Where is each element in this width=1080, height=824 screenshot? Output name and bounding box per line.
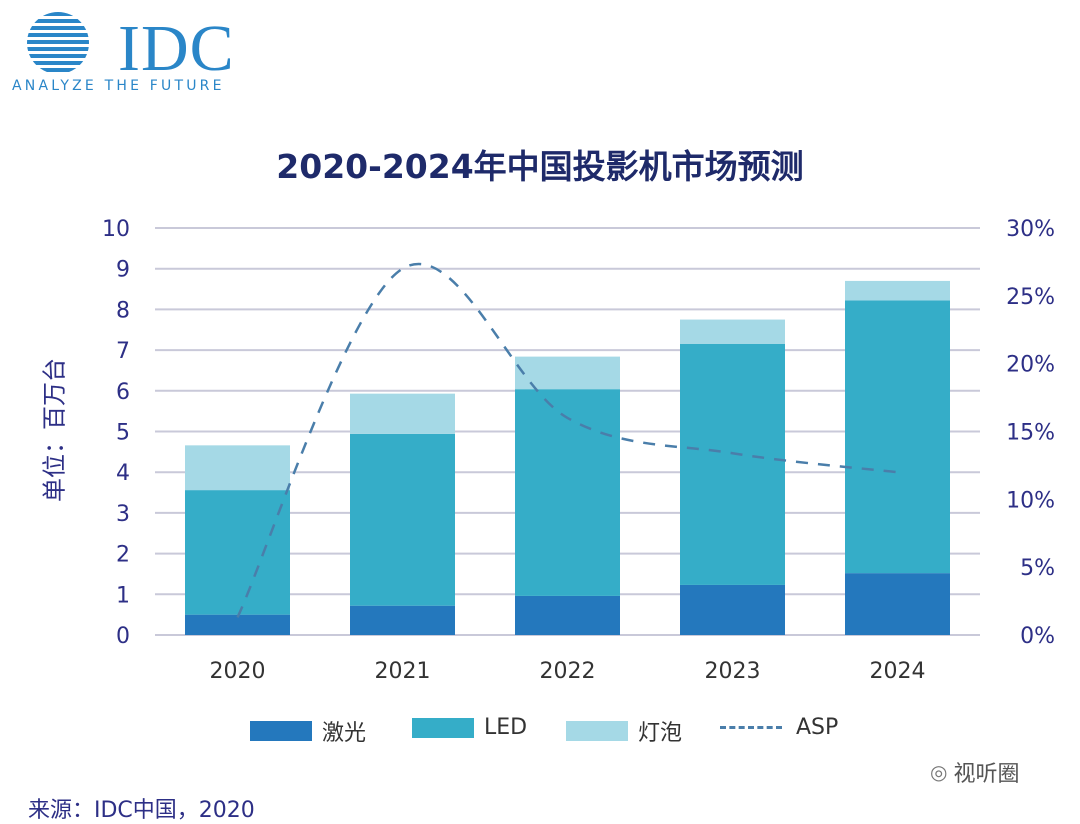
bar-bulb-2021 [350,393,455,434]
wechat-icon: ◎ [930,760,948,784]
idc-logo: IDC ANALYZE THE FUTURE [10,10,250,100]
x-tick-label: 2022 [540,659,596,684]
y2-tick-label: 20% [1006,353,1055,378]
legend-swatch-asp [720,726,782,729]
legend-swatch-laser [250,721,312,741]
y2-tick-label: 5% [1020,556,1055,581]
source-note: 来源：IDC中国，2020 [28,798,255,823]
y-tick-label: 10 [102,217,130,242]
legend-item-laser: 激光 [250,715,366,747]
bar-bulb-2020 [185,445,290,491]
y2-tick-label: 15% [1006,421,1055,446]
logo-wordmark: IDC [118,12,235,85]
bar-laser-2023 [680,584,785,635]
legend-label: 灯泡 [638,721,683,746]
logo-tagline: ANALYZE THE FUTURE [12,78,225,94]
y-tick-label: 2 [116,543,130,568]
y2-tick-label: 25% [1006,285,1055,310]
y-tick-label: 5 [116,421,130,446]
x-tick-label: 2023 [705,659,761,684]
bar-led-2021 [350,433,455,606]
bar-bulb-2024 [845,280,950,301]
y-tick-label: 6 [116,380,130,405]
y-tick-label: 4 [116,461,130,486]
y-tick-label: 0 [116,624,130,649]
bar-led-2022 [515,389,620,596]
legend-swatch-bulb [566,721,628,741]
chart-title: 2020-2024年中国投影机市场预测 [276,147,804,186]
bar-laser-2024 [845,573,950,635]
watermark: ◎ 视听圈 [930,760,1020,787]
bar-laser-2022 [515,595,620,635]
bar-led-2020 [185,490,290,615]
y2-tick-label: 10% [1006,488,1055,513]
legend: 激光 LED 灯泡 ASP [0,715,1080,747]
legend-item-asp: ASP [720,715,838,740]
y-tick-label: 8 [116,298,130,323]
x-tick-label: 2021 [375,659,431,684]
y2-tick-label: 30% [1006,217,1055,242]
legend-label: ASP [796,715,839,740]
legend-item-led: LED [412,715,527,740]
legend-item-bulb: 灯泡 [566,715,682,747]
bar-bulb-2023 [680,319,785,344]
x-tick-label: 2024 [870,659,926,684]
bar-laser-2020 [185,614,290,635]
bar-led-2023 [680,343,785,585]
bar-laser-2021 [350,605,455,635]
y-tick-label: 7 [116,339,130,364]
x-tick-label: 2020 [210,659,266,684]
y2-tick-label: 0% [1020,624,1055,649]
legend-swatch-led [412,717,474,738]
legend-label: LED [484,715,528,740]
bar-led-2024 [845,300,950,574]
idc-globe-icon [27,12,89,72]
legend-label: 激光 [322,721,367,746]
y-tick-label: 9 [116,258,130,283]
asp-line [236,262,898,618]
y-tick-label: 3 [116,502,130,527]
y-tick-label: 1 [116,583,130,608]
